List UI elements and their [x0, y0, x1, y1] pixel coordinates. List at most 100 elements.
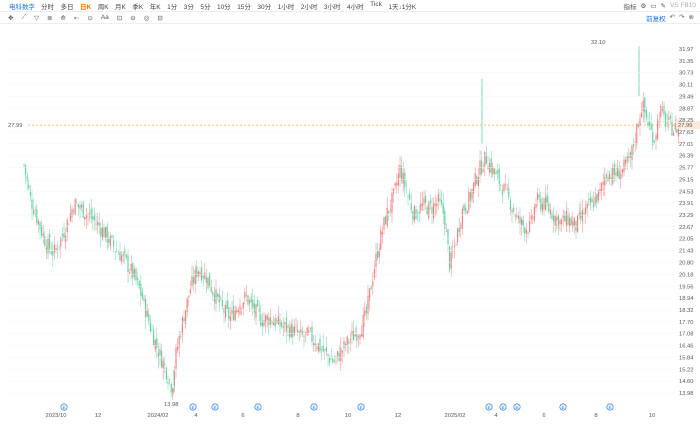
interval-3[interactable]: 周K: [97, 3, 109, 11]
candle-body: [140, 283, 142, 296]
candle-body: [189, 289, 191, 294]
interval-11[interactable]: 15分: [237, 3, 251, 11]
price-tick: 20.18: [679, 272, 694, 278]
candle-body: [407, 195, 409, 197]
event-marker[interactable]: [485, 403, 493, 411]
candle-body: [130, 263, 132, 272]
candle-body: [530, 214, 532, 220]
candle-body: [650, 124, 652, 130]
candle-body: [527, 232, 529, 234]
candle-body: [84, 217, 86, 220]
price-tick: 23.91: [679, 201, 694, 207]
candle-body: [533, 207, 535, 221]
candle-body: [28, 184, 30, 189]
candle-body: [76, 203, 78, 204]
interval-10[interactable]: 10分: [216, 3, 231, 11]
candle-body: [385, 216, 387, 225]
event-marker[interactable]: [606, 403, 614, 411]
candle-body: [565, 210, 567, 227]
candlestick-chart[interactable]: 27.99 27.99 32.10 13.98 31.9731.3530.733…: [0, 24, 700, 424]
candle-body: [410, 202, 412, 210]
magnet-icon[interactable]: ⊡: [116, 14, 123, 22]
candle-body: [204, 272, 206, 279]
screenshot-icon[interactable]: ▭: [650, 2, 657, 10]
interval-13[interactable]: 1小时: [277, 3, 295, 11]
draw-icon[interactable]: ✎: [660, 2, 666, 10]
event-marker[interactable]: [559, 403, 567, 411]
undo-icon[interactable]: ↶: [669, 14, 676, 21]
interval-14[interactable]: 2小时: [300, 3, 318, 11]
event-marker-icon: E: [502, 405, 505, 410]
candle-body: [372, 281, 374, 287]
interval-8[interactable]: 3分: [183, 3, 194, 11]
candle-body: [284, 321, 286, 325]
event-marker[interactable]: [499, 403, 507, 411]
candle-body: [330, 358, 332, 360]
time-tick: 4: [194, 413, 198, 419]
candle-body: [581, 209, 583, 222]
arrow-tool-icon[interactable]: ⇠: [73, 14, 80, 22]
current-price-right-tag: [676, 121, 700, 130]
event-marker[interactable]: [211, 403, 219, 411]
interval-1[interactable]: 多日: [60, 3, 74, 11]
candle-body: [217, 293, 219, 297]
interval-6[interactable]: 年K: [149, 3, 161, 11]
interval-2[interactable]: 日K: [80, 3, 92, 11]
event-marker[interactable]: [357, 403, 365, 411]
candle-body: [377, 251, 379, 259]
price-tick: 20.80: [679, 261, 694, 267]
fib-tool-icon[interactable]: ≣: [47, 14, 53, 22]
candle-body: [538, 195, 540, 198]
shape-tool-icon[interactable]: ▽: [34, 14, 40, 22]
candle-body: [453, 245, 455, 248]
candle-body: [401, 166, 403, 181]
interval-5[interactable]: 季K: [132, 3, 144, 11]
price-tick: 22.05: [679, 237, 694, 243]
candle-body: [465, 207, 467, 211]
symbol-name[interactable]: 电科数字: [9, 3, 35, 11]
line-tool-icon[interactable]: ⟋: [21, 13, 27, 21]
compare-label[interactable]: VS FB10: [669, 2, 696, 9]
event-marker[interactable]: [513, 403, 521, 411]
interval-16[interactable]: 4小时: [347, 3, 364, 11]
text-tool-icon[interactable]: Aa: [100, 14, 109, 21]
candle-body: [375, 253, 377, 267]
candle-body: [577, 215, 579, 233]
hide-icon[interactable]: ◎: [143, 14, 150, 22]
interval-18[interactable]: 1天↓1分K: [388, 3, 417, 11]
candle-body: [215, 289, 217, 304]
candle-body: [263, 319, 265, 327]
interval-12[interactable]: 30分: [257, 3, 272, 11]
event-marker[interactable]: [310, 403, 318, 411]
reset-icon[interactable]: ⊗: [688, 14, 694, 21]
candle-body: [631, 145, 633, 160]
interval-17[interactable]: Tick: [370, 0, 382, 8]
candle-body: [47, 238, 49, 254]
candle-body: [322, 344, 324, 352]
interval-9[interactable]: 5分: [200, 3, 211, 11]
candle-body: [255, 304, 257, 318]
event-marker[interactable]: [189, 403, 197, 411]
redo-icon[interactable]: ↷: [679, 14, 685, 21]
adjust-mode[interactable]: 前复权: [646, 16, 666, 23]
interval-4[interactable]: 月K: [115, 3, 126, 11]
interval-0[interactable]: 分时: [41, 3, 54, 11]
indicator-menu[interactable]: 指标: [623, 3, 637, 11]
candle-body: [108, 238, 110, 243]
candle-body: [498, 168, 500, 184]
measure-icon[interactable]: ⊙: [87, 14, 93, 22]
candle-body: [119, 251, 121, 261]
settings-icon[interactable]: ⚙: [640, 2, 647, 10]
crosshair-icon[interactable]: ✥: [8, 14, 14, 22]
candle-body: [109, 236, 111, 246]
lock-icon[interactable]: ⊖: [130, 14, 136, 22]
candle-body: [289, 327, 291, 338]
event-marker-icon: E: [516, 405, 519, 410]
event-marker[interactable]: [60, 403, 68, 411]
interval-7[interactable]: 1分: [167, 3, 178, 11]
brush-tool-icon[interactable]: ⟰: [60, 14, 66, 22]
interval-15[interactable]: 3小时: [323, 3, 341, 11]
event-marker[interactable]: [254, 403, 262, 411]
delete-icon[interactable]: ⊟: [157, 14, 163, 22]
